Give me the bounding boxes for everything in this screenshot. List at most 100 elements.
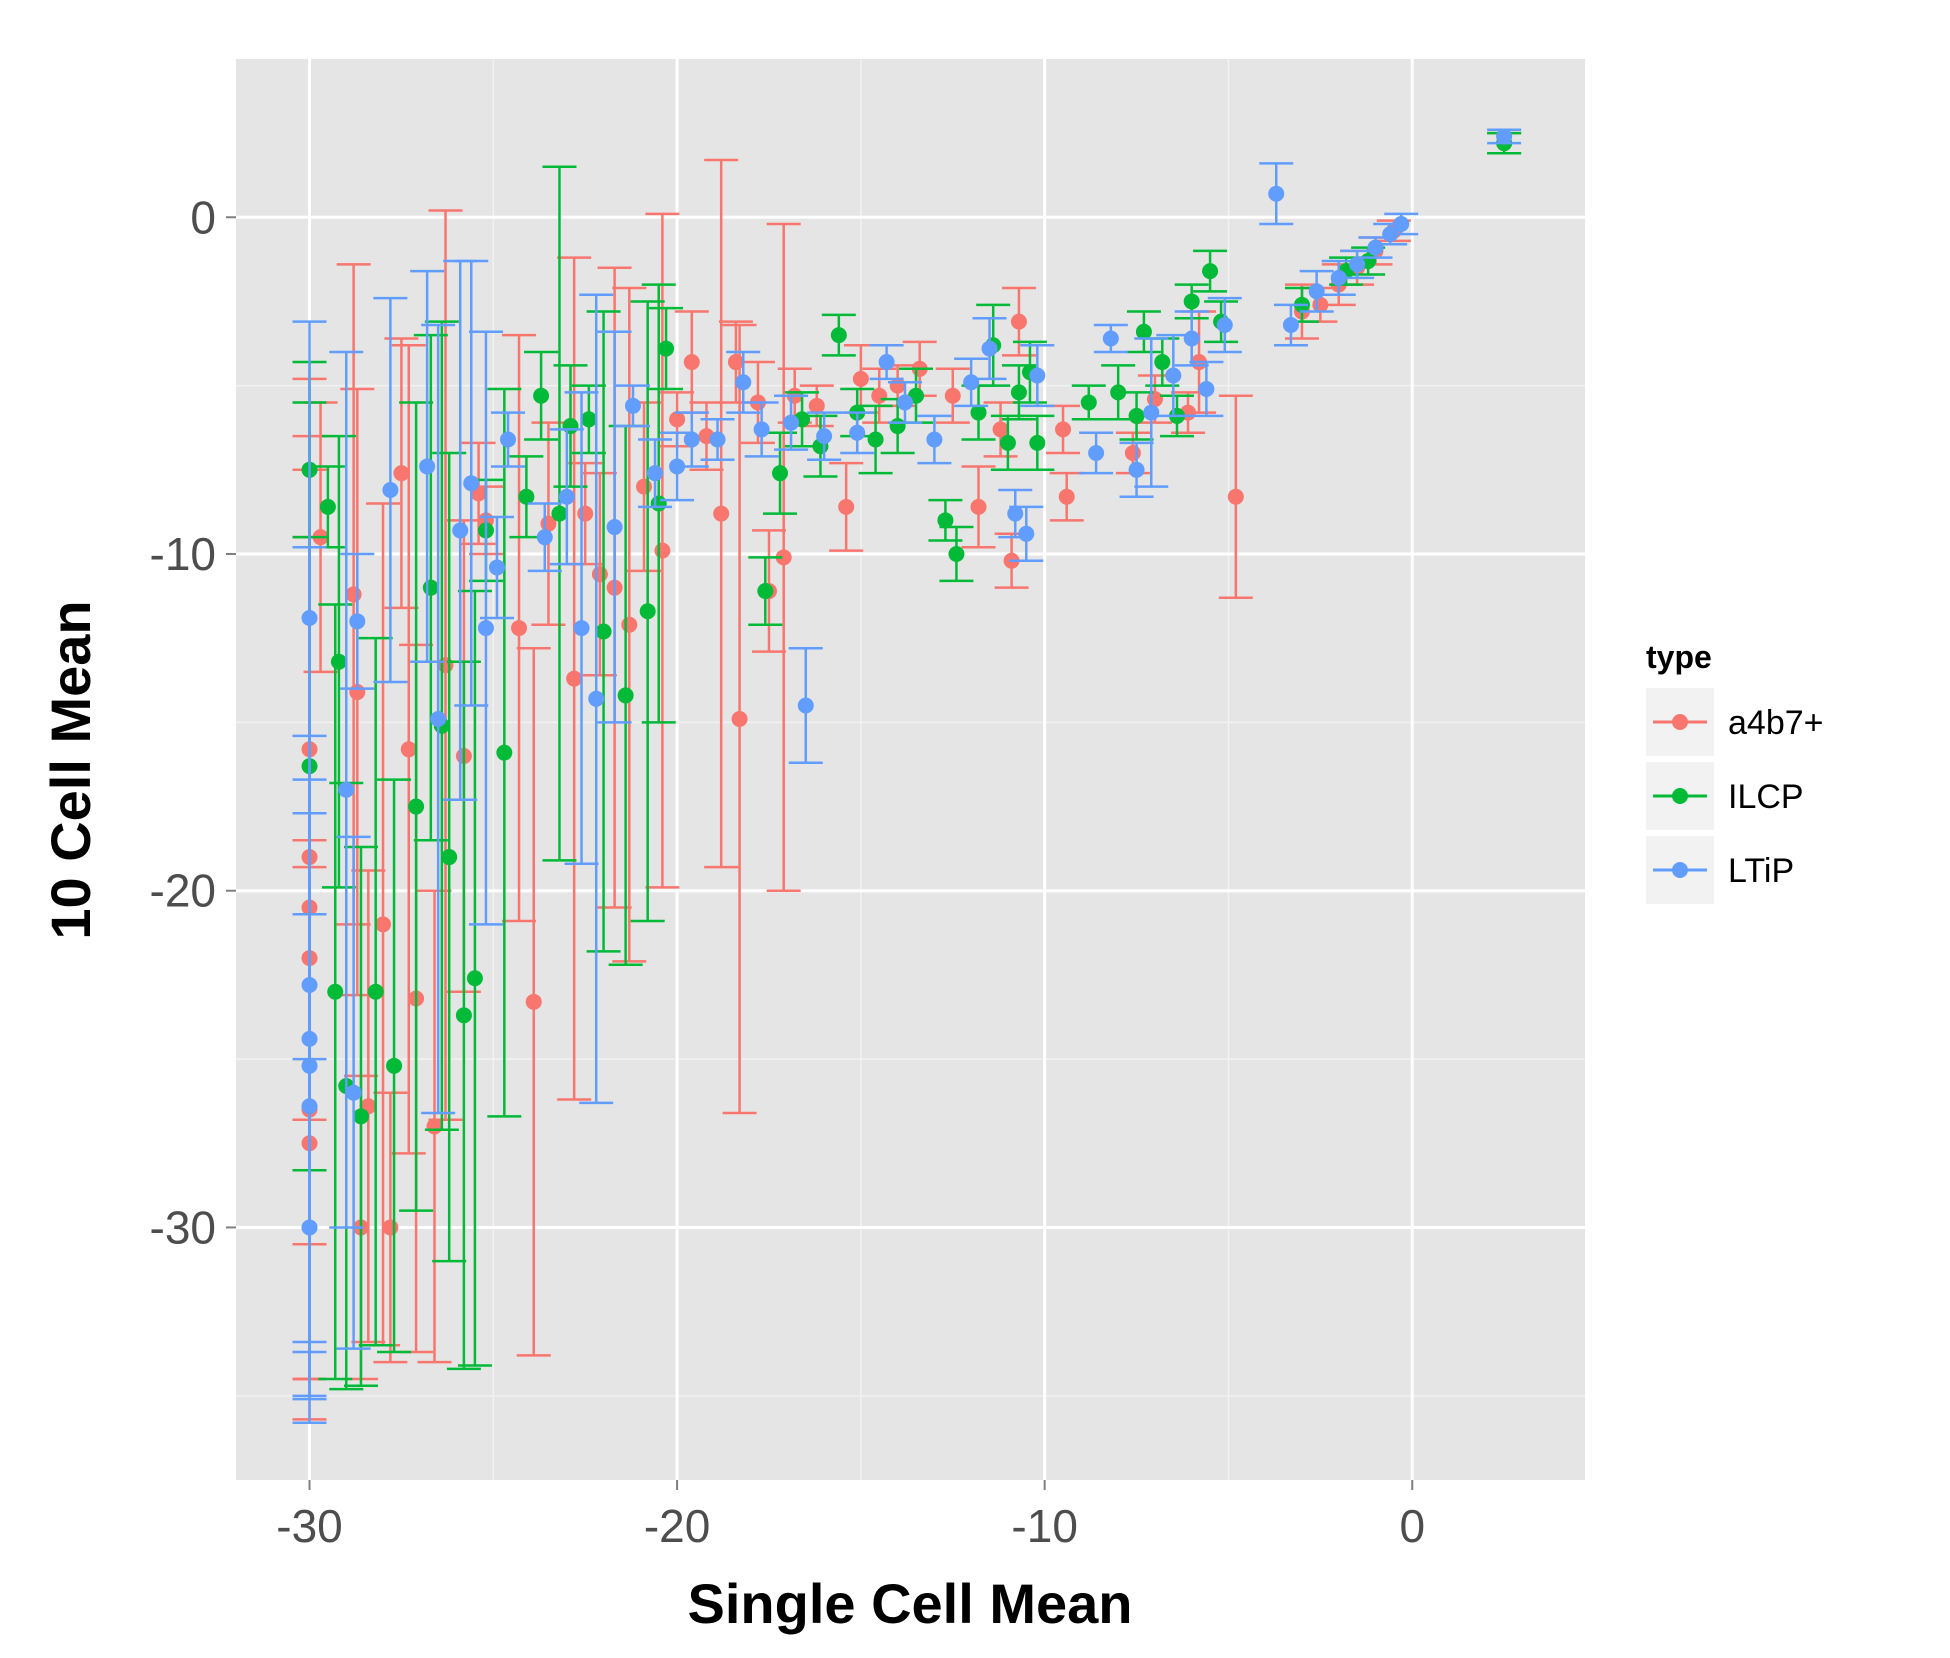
data-point <box>408 798 425 815</box>
data-point <box>617 687 634 704</box>
data-point <box>393 465 410 482</box>
data-point <box>352 1108 369 1125</box>
data-point <box>558 488 575 505</box>
data-point <box>400 741 417 758</box>
data-point <box>1135 323 1152 340</box>
data-point <box>422 579 439 596</box>
data-point <box>477 620 494 637</box>
data-point <box>1198 380 1215 397</box>
data-point <box>577 505 594 522</box>
data-point <box>683 354 700 371</box>
legend-key-point <box>1672 788 1688 804</box>
data-point <box>330 653 347 670</box>
legend-label: LTiP <box>1728 852 1794 890</box>
data-point <box>345 1084 362 1101</box>
legend-key-point <box>1672 862 1688 878</box>
data-point <box>647 465 664 482</box>
data-point <box>419 458 436 475</box>
x-tick-label: -10 <box>1011 1500 1077 1552</box>
data-point <box>636 478 653 495</box>
data-point <box>1080 394 1097 411</box>
data-point <box>735 374 752 391</box>
legend-key-point <box>1672 714 1688 730</box>
data-point <box>1308 283 1325 300</box>
data-point <box>1102 330 1119 347</box>
x-tick-label: -30 <box>276 1500 342 1552</box>
data-point <box>562 418 579 435</box>
legend-item-a4b7+: a4b7+ <box>1646 688 1824 756</box>
series-layer <box>292 128 1522 1425</box>
data-point <box>466 970 483 987</box>
data-point <box>948 545 965 562</box>
data-point <box>1183 293 1200 310</box>
y-tick-label: -20 <box>150 865 216 917</box>
data-point <box>1010 384 1027 401</box>
legend: type a4b7+ ILCP LTiP <box>1646 639 1824 904</box>
series-ILCP <box>292 131 1522 1391</box>
data-point <box>1128 407 1145 424</box>
data-point <box>573 620 590 637</box>
data-point <box>849 424 866 441</box>
data-point <box>1143 404 1160 421</box>
data-point <box>838 498 855 515</box>
legend-label: ILCP <box>1728 778 1804 816</box>
data-point <box>1055 421 1072 438</box>
data-point <box>937 512 954 529</box>
data-point <box>525 993 542 1010</box>
data-point <box>606 519 623 536</box>
y-tick-label: -10 <box>150 528 216 580</box>
data-point <box>345 586 362 603</box>
data-point <box>301 1219 318 1236</box>
data-point <box>1154 354 1171 371</box>
grid-major <box>236 59 1585 1480</box>
data-point <box>551 505 568 522</box>
data-point <box>327 983 344 1000</box>
data-point <box>816 428 833 445</box>
data-point <box>1007 505 1024 522</box>
data-point <box>1282 317 1299 334</box>
data-point <box>1367 239 1384 256</box>
data-point <box>1202 263 1219 280</box>
data-point <box>1088 444 1105 461</box>
data-point <box>1110 384 1127 401</box>
data-point <box>889 418 906 435</box>
data-point <box>797 697 814 714</box>
data-point <box>878 354 895 371</box>
data-point <box>970 498 987 515</box>
data-point <box>1216 317 1233 334</box>
data-point <box>536 529 553 546</box>
legend-item-ILCP: ILCP <box>1646 762 1804 830</box>
data-point <box>830 327 847 344</box>
data-point <box>1183 330 1200 347</box>
data-point <box>1029 367 1046 384</box>
data-point <box>1165 367 1182 384</box>
x-tick-label: -20 <box>644 1500 710 1552</box>
data-point <box>430 710 447 727</box>
data-point <box>591 566 608 583</box>
data-point <box>455 1007 472 1024</box>
data-point <box>669 411 686 428</box>
data-point <box>319 498 336 515</box>
data-point <box>731 710 748 727</box>
data-point <box>1496 128 1513 145</box>
data-point <box>658 340 675 357</box>
data-point <box>783 414 800 431</box>
data-point <box>1128 461 1145 478</box>
data-point <box>441 849 458 866</box>
data-point <box>852 370 869 387</box>
data-point <box>639 603 656 620</box>
x-tick-label: 0 <box>1399 1500 1425 1552</box>
data-point <box>1010 313 1027 330</box>
data-point <box>533 387 550 404</box>
data-point <box>301 1030 318 1047</box>
data-point <box>867 431 884 448</box>
y-tick-label: -30 <box>150 1201 216 1253</box>
data-point <box>1382 226 1399 243</box>
data-point <box>1058 488 1075 505</box>
data-point <box>772 465 789 482</box>
data-point <box>349 613 366 630</box>
series-LTiP <box>292 128 1522 1425</box>
data-point <box>580 411 597 428</box>
data-point <box>1124 444 1141 461</box>
